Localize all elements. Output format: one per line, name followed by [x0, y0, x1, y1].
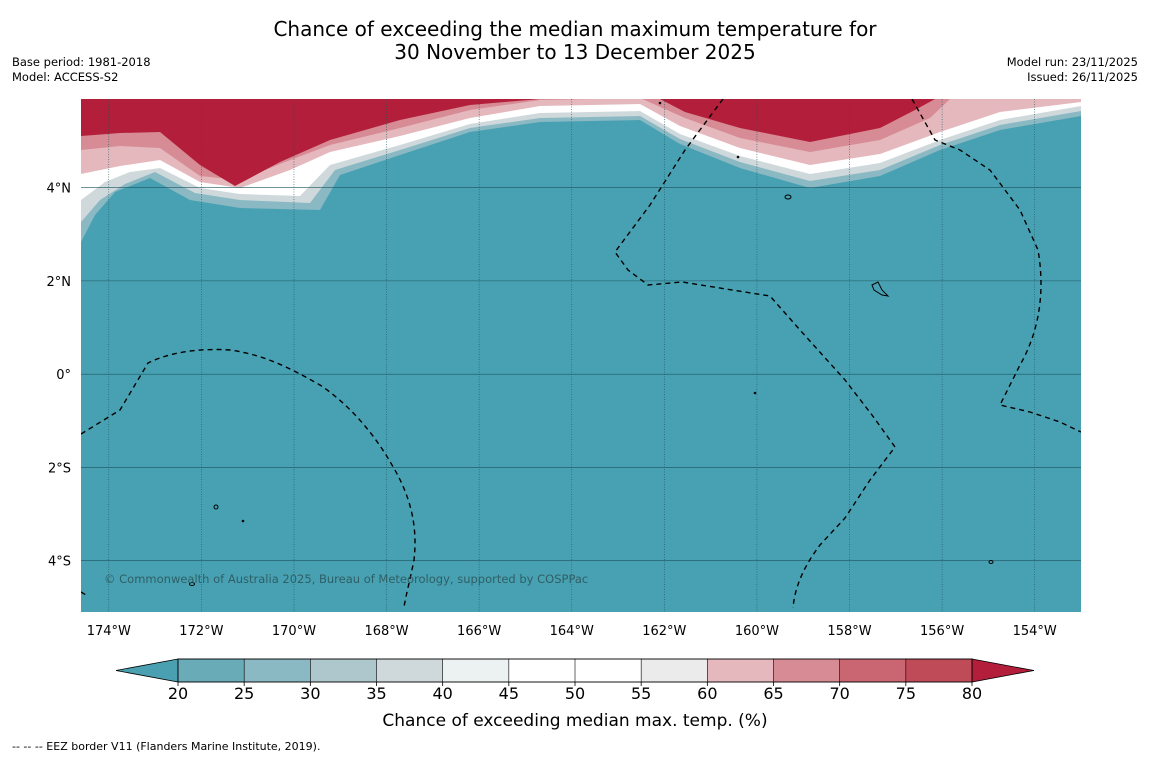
- islands: [189, 101, 994, 586]
- map-area: © Commonwealth of Australia 2025, Bureau…: [81, 99, 1081, 612]
- colorbar-ticks: 20 25 30 35 40 45 50 55 60 65 70 75 80: [168, 682, 982, 703]
- colorbar-tick-label: 60: [697, 684, 717, 703]
- lat-tick-label: 2°N: [47, 275, 72, 290]
- lon-tick-label: 170°W: [272, 624, 316, 639]
- longitude-labels: 174°W 172°W 170°W 168°W 166°W 164°W 162°W 160°W…: [87, 624, 1057, 639]
- footer-note: -- -- -- EEZ border V11 (Flanders Marine…: [12, 740, 321, 753]
- colorbar-under-arrow: [115, 658, 179, 683]
- lon-tick-label: 166°W: [457, 624, 501, 639]
- meta-left: Base period: 1981-2018 Model: ACCESS-S2: [12, 55, 151, 85]
- colorbar-cells: [177, 658, 973, 683]
- colorbar-cell: [905, 658, 973, 683]
- colorbar-tick-label: 40: [432, 684, 452, 703]
- colorbar-tick-label: 35: [366, 684, 386, 703]
- latitude-labels: 4°N 2°N 0° 2°S 4°S: [47, 182, 72, 570]
- lon-tick-label: 172°W: [179, 624, 223, 639]
- lon-tick-label: 174°W: [87, 624, 131, 639]
- lon-tick-label: 164°W: [550, 624, 594, 639]
- island-small-top: [658, 101, 662, 105]
- lon-tick-label: 160°W: [735, 624, 779, 639]
- lat-tick-label: 0°: [56, 368, 71, 383]
- above-normal-field: [81, 99, 935, 186]
- colorbar-tick-label: 30: [300, 684, 320, 703]
- model-name: Model: ACCESS-S2: [12, 70, 119, 84]
- graticule: [81, 99, 1081, 612]
- lon-tick-label: 158°W: [827, 624, 871, 639]
- copyright-notice: © Commonwealth of Australia 2025, Bureau…: [104, 572, 588, 586]
- colorbar-cell: [574, 658, 642, 683]
- lon-tick-label: 168°W: [364, 624, 408, 639]
- colorbar-tick-label: 20: [168, 684, 188, 703]
- colorbar-tick-label: 70: [829, 684, 849, 703]
- colorbar: 20 25 30 35 40 45 50 55 60 65 70 75 80 Chance of exc…: [115, 658, 1035, 731]
- lat-tick-label: 4°S: [48, 555, 71, 570]
- colorbar-cell: [640, 658, 709, 683]
- island-small: [241, 519, 245, 523]
- lat-tick-label: 4°N: [47, 182, 72, 197]
- colorbar-label: Chance of exceeding median max. temp. (%…: [382, 711, 767, 731]
- island-kiritimati: [871, 281, 890, 297]
- lon-tick-label: 162°W: [642, 624, 686, 639]
- lon-tick-label: 154°W: [1013, 624, 1057, 639]
- colorbar-tick-label: 55: [631, 684, 651, 703]
- colorbar-cell: [310, 658, 378, 683]
- base-period: Base period: 1981-2018: [12, 55, 151, 69]
- title-line-1: Chance of exceeding the median maximum t…: [273, 17, 877, 41]
- island-starbuck-north: [784, 194, 792, 200]
- island-small-north: [736, 155, 740, 159]
- issued-date: Issued: 26/11/2025: [1027, 70, 1138, 84]
- island-small-mid: [753, 391, 757, 395]
- colorbar-tick-label: 25: [234, 684, 254, 703]
- colorbar-cell: [243, 658, 312, 683]
- eez-border-kiribati-west: [81, 348, 416, 608]
- colorbar-cell: [442, 658, 510, 683]
- colorbar-cell: [839, 658, 907, 683]
- colorbar-cell: [177, 658, 245, 683]
- colorbar-tick-label: 45: [499, 684, 519, 703]
- eez-border-fragment: [81, 591, 87, 596]
- island-swains: [189, 582, 195, 586]
- colorbar-cell: [376, 658, 444, 683]
- colorbar-over-arrow: [971, 658, 1035, 683]
- model-run: Model run: 23/11/2025: [1006, 55, 1138, 69]
- colorbar-tick-label: 65: [763, 684, 783, 703]
- island-nikumaroro: [213, 504, 219, 510]
- island-caroline: [988, 560, 994, 564]
- colorbar-tick-label: 75: [896, 684, 916, 703]
- colorbar-cell: [508, 658, 576, 683]
- title-line-2: 30 November to 13 December 2025: [394, 40, 756, 64]
- meta-right: Model run: 23/11/2025 Issued: 26/11/2025: [1007, 55, 1138, 85]
- colorbar-tick-label: 50: [565, 684, 585, 703]
- colorbar-tick-label: 80: [962, 684, 982, 703]
- eez-border-line-islands: [614, 99, 896, 609]
- colorbar-cell: [773, 658, 841, 683]
- chart-title: Chance of exceeding the median maximum t…: [0, 18, 1150, 64]
- colorbar-cell: [707, 658, 775, 683]
- lon-tick-label: 156°W: [920, 624, 964, 639]
- lat-tick-label: 2°S: [48, 461, 71, 476]
- eez-borders: [81, 99, 1081, 609]
